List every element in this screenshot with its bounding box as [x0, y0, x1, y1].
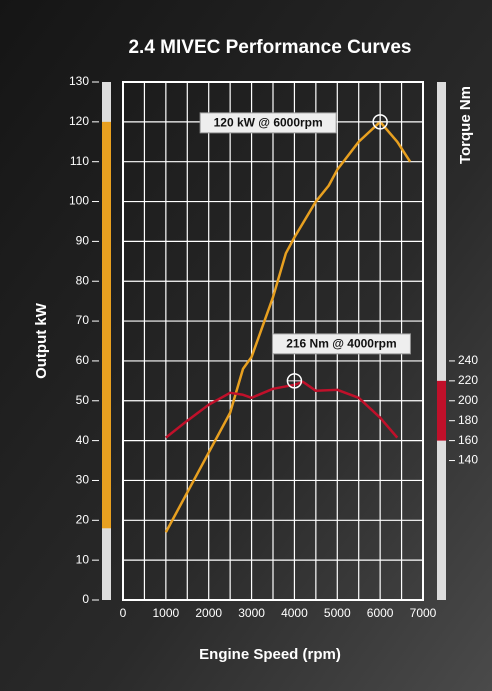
- y-tick-label: 100: [69, 194, 89, 208]
- y-tick-label: 120: [69, 114, 89, 128]
- series-line: [165, 380, 399, 439]
- x-tick-label: 5000: [324, 606, 351, 620]
- y-tick-label: 10: [76, 552, 90, 566]
- x-tick-label: 6000: [367, 606, 394, 620]
- y-tick-label: 90: [76, 234, 90, 248]
- y2-tick-label: 160: [458, 433, 478, 447]
- x-tick-label: 3000: [238, 606, 265, 620]
- y-tick-label: 20: [76, 512, 90, 526]
- y-tick-label: 40: [76, 433, 90, 447]
- x-tick-label: 0: [120, 606, 127, 620]
- y2-tick-label: 180: [458, 413, 478, 427]
- y2-tick-label: 200: [458, 393, 478, 407]
- x-tick-label: 7000: [410, 606, 437, 620]
- y2-axis-label: Torque Nm: [457, 86, 474, 164]
- y2-tick-label: 140: [458, 453, 478, 467]
- series-line: [164, 120, 412, 533]
- x-tick-label: 4000: [281, 606, 308, 620]
- y2-band: [437, 380, 446, 441]
- y-tick-label: 50: [76, 393, 90, 407]
- annotation-text: 216 Nm @ 4000rpm: [286, 337, 396, 351]
- annotation-text: 120 kW @ 6000rpm: [214, 116, 323, 130]
- y-axis-label: Output kW: [33, 302, 50, 379]
- y-band: [102, 121, 111, 529]
- y-tick-label: 110: [70, 154, 89, 168]
- y2-tick-label: 240: [458, 353, 478, 367]
- y2-scale-bar: [437, 82, 446, 600]
- y-tick-label: 70: [76, 313, 90, 327]
- y-tick-label: 0: [82, 592, 89, 606]
- y-tick-label: 30: [76, 473, 90, 487]
- chart-title: 2.4 MIVEC Performance Curves: [128, 37, 411, 58]
- annotation-box: [271, 333, 411, 355]
- x-tick-label: 2000: [195, 606, 222, 620]
- y-tick-label: 60: [76, 353, 90, 367]
- x-tick-label: 1000: [153, 606, 180, 620]
- y2-tick-label: 220: [458, 373, 478, 387]
- y-tick-label: 80: [76, 273, 90, 287]
- annotation-box: [199, 112, 337, 134]
- y-tick-label: 130: [69, 74, 89, 88]
- x-axis-label: Engine Speed (rpm): [199, 646, 341, 663]
